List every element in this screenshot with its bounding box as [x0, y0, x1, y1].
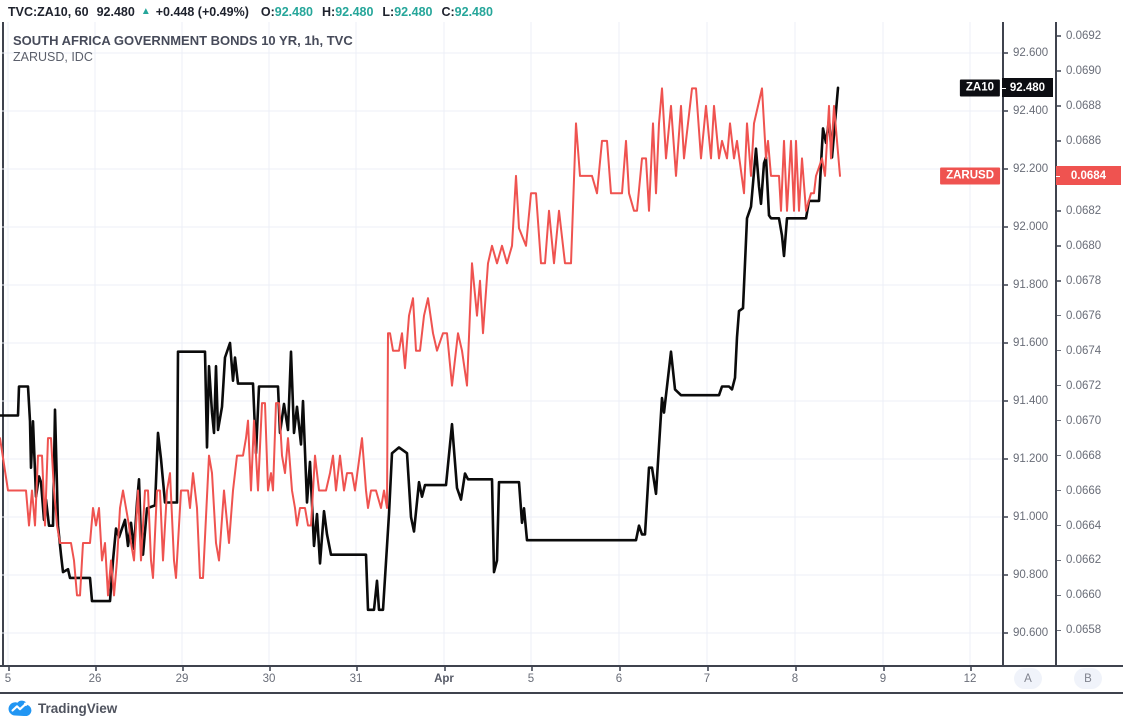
- price-tick: 0.0676: [1057, 309, 1101, 323]
- price-scale-za10[interactable]: 92.600 92.400 92.200 92.000 91.800 91.600 91.4…: [1002, 22, 1055, 692]
- price-tick: 0.0674: [1057, 344, 1101, 358]
- price-tick: 92.200: [1004, 162, 1048, 176]
- time-tick: [531, 667, 533, 671]
- time-tick: [619, 667, 621, 671]
- time-tick-label: 5: [4, 673, 12, 685]
- time-tick: [95, 667, 97, 671]
- price-tick: 0.0664: [1057, 519, 1101, 533]
- time-tick: [8, 667, 10, 671]
- tradingview-cloud-icon: [8, 700, 32, 716]
- time-tick: [883, 667, 885, 671]
- price-tick: 0.0670: [1057, 414, 1101, 428]
- time-tick: [970, 667, 972, 671]
- za10-line[interactable]: [0, 86, 840, 612]
- legend-main-series[interactable]: SOUTH AFRICA GOVERNMENT BONDS 10 YR, 1h,…: [13, 33, 353, 48]
- time-tick-label: 6: [615, 673, 623, 685]
- pane-left-border: [2, 22, 4, 692]
- price-tick: 0.0692: [1057, 29, 1101, 43]
- time-tick-label: 7: [703, 673, 711, 685]
- price-scale-zarusd[interactable]: 0.0692 0.0690 0.0688 0.0686 0.0684 0.0682 0.06…: [1055, 22, 1123, 692]
- time-scale[interactable]: 5 26 29 30 31 Apr 5 6 7 8 9 12: [0, 665, 1123, 694]
- price-tick: 92.600: [1004, 46, 1048, 60]
- price-tick: 91.000: [1004, 510, 1048, 524]
- price-tick: 0.0682: [1057, 204, 1101, 218]
- za10-series-tag: ZA10: [959, 79, 1000, 97]
- time-tick-label: 26: [88, 673, 102, 685]
- symbol-interval-label: TVC:ZA10, 60: [8, 4, 89, 19]
- price-tick: 0.0668: [1057, 449, 1101, 463]
- time-tick: [444, 667, 446, 671]
- time-tick: [356, 667, 358, 671]
- price-tick: 0.0688: [1057, 99, 1101, 113]
- price-tick: 90.600: [1004, 626, 1048, 640]
- ohlc-data-bar: TVC:ZA10, 60 92.480 ▲ +0.448 (+0.49%) O:…: [8, 3, 502, 20]
- price-tick: 92.400: [1004, 104, 1048, 118]
- price-tick: 0.0678: [1057, 274, 1101, 288]
- tradingview-logo-text: TradingView: [38, 700, 118, 716]
- time-tick-label: 29: [175, 673, 189, 685]
- low-value: L:92.480: [382, 4, 433, 19]
- time-tick-label: 8: [791, 673, 799, 685]
- price-tick: 91.400: [1004, 394, 1048, 408]
- legend-compare-series[interactable]: ZARUSD, IDC: [13, 50, 93, 64]
- close-value: C:92.480: [441, 4, 493, 19]
- open-value: O:92.480: [260, 4, 313, 19]
- price-tick: 0.0672: [1057, 379, 1101, 393]
- chart-canvas[interactable]: [0, 22, 1002, 665]
- price-tick: 0.0680: [1057, 239, 1101, 253]
- scale-mode-a-button[interactable]: A: [1014, 668, 1042, 689]
- price-tick: 0.0666: [1057, 484, 1101, 498]
- zarusd-price-tag: 0.0684: [1056, 166, 1121, 186]
- time-tick: [269, 667, 271, 671]
- high-value: H:92.480: [321, 4, 374, 19]
- scale-mode-b-button[interactable]: B: [1074, 668, 1102, 689]
- price-tick: 0.0662: [1057, 553, 1101, 567]
- zarusd-line[interactable]: [0, 87, 841, 597]
- price-change: +0.448 (+0.49%): [155, 4, 249, 19]
- time-tick-label: Apr: [434, 673, 454, 685]
- time-tick-label: 9: [879, 673, 887, 685]
- price-tick: 91.800: [1004, 278, 1048, 292]
- last-price: 92.480: [96, 4, 135, 19]
- za10-price-tag: 92.480: [1002, 78, 1053, 98]
- price-tick: 90.800: [1004, 568, 1048, 582]
- time-tick: [795, 667, 797, 671]
- price-tick: 91.600: [1004, 336, 1048, 350]
- time-tick: [182, 667, 184, 671]
- price-tick: 91.200: [1004, 452, 1048, 466]
- price-tick: 0.0660: [1057, 588, 1101, 602]
- time-tick-label: 5: [527, 673, 535, 685]
- zarusd-series-tag: ZARUSD: [940, 167, 1000, 185]
- time-tick-label: 12: [963, 673, 977, 685]
- time-tick-label: 31: [349, 673, 363, 685]
- price-tick: 0.0658: [1057, 623, 1101, 637]
- time-tick: [707, 667, 709, 671]
- time-tick-label: 30: [262, 673, 276, 685]
- price-tick: 92.000: [1004, 220, 1048, 234]
- tradingview-logo[interactable]: TradingView: [8, 700, 117, 716]
- price-tick: 0.0690: [1057, 64, 1101, 78]
- up-arrow-icon: ▲: [140, 6, 151, 17]
- pane-legend: SOUTH AFRICA GOVERNMENT BONDS 10 YR, 1h,…: [13, 32, 353, 66]
- price-tick: 0.0686: [1057, 134, 1101, 148]
